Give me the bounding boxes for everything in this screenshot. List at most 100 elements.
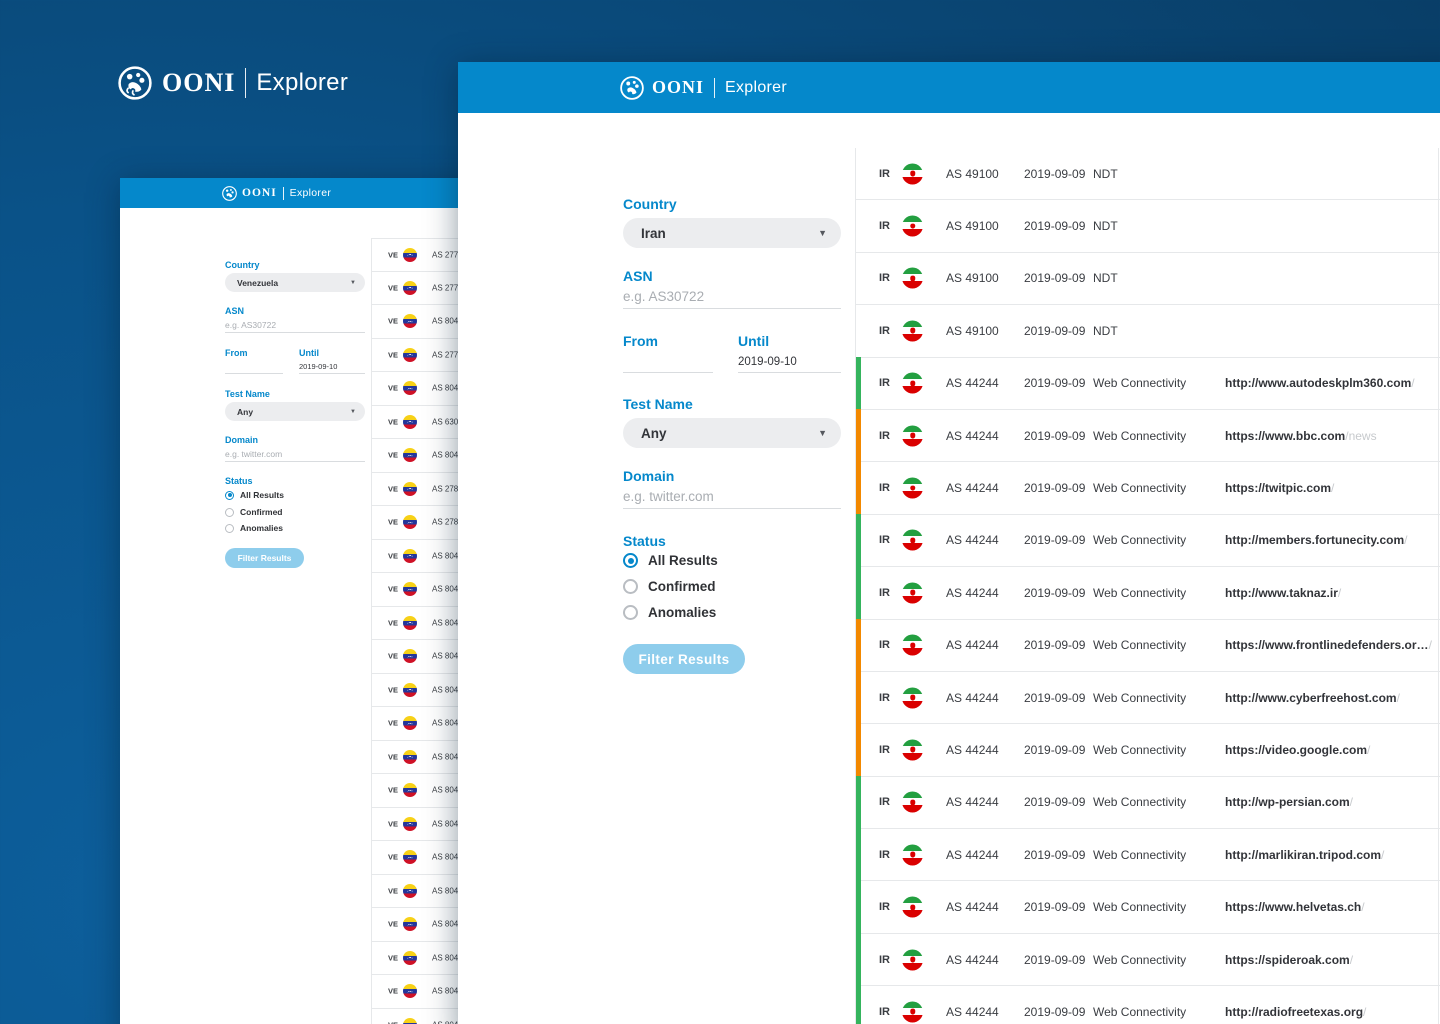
asn-value: AS 44244 [946,376,999,391]
asn-value: AS 8048 [432,986,463,996]
measurement-row[interactable]: IR AS 44244 2019-09-09 Web Connectivity … [856,775,1440,830]
url-host: https://video.google.com [1225,742,1368,757]
test-name: NDT [1093,323,1118,338]
measurement-row[interactable]: IR AS 44244 2019-09-09 Web Connectivity … [856,408,1440,463]
measurement-date: 2019-09-09 [1024,638,1086,653]
from-date-input[interactable] [623,351,713,373]
measurement-row[interactable]: IR AS 44244 2019-09-09 Web Connectivity … [856,723,1440,777]
asn-value: AS 44244 [946,900,999,915]
radio-label: Confirmed [240,507,283,517]
measurement-row[interactable]: IR AS 44244 2019-09-09 Web Connectivity … [856,618,1440,672]
status-radio-all-results[interactable]: All Results [225,489,284,501]
country-code: IR [879,324,890,337]
asn-value: AS 44244 [946,481,999,496]
chevron-down-icon: ▼ [818,228,827,238]
country-label: Country [623,196,677,212]
status-edge [856,408,861,463]
venezuela-flag-icon [403,883,417,898]
asn-value: AS 8048 [432,752,463,762]
asn-value: AS 8048 [432,886,463,896]
country-select[interactable]: Iran ▼ [623,218,841,248]
navbar-logo[interactable]: OONI Explorer [620,75,787,100]
navbar-logo[interactable]: OONI Explorer [222,185,331,201]
venezuela-flag-icon [403,783,417,798]
radio-label: Anomalies [240,523,283,533]
url-path: / [1381,847,1385,862]
measurement-row[interactable]: IR AS 44244 2019-09-09 Web Connectivity … [856,828,1440,882]
measurement-row[interactable]: IR AS 44244 2019-09-09 Web Connectivity … [856,566,1440,620]
measurement-row[interactable]: IR AS 44244 2019-09-09 Web Connectivity … [856,985,1440,1024]
asn-value: AS 8048 [432,785,463,795]
domain-input[interactable] [225,446,365,462]
asn-input[interactable] [225,317,365,333]
radio-label: Anomalies [648,605,717,620]
test-name: Web Connectivity [1093,847,1187,862]
measurement-url: http://wp-persian.com/ [1225,795,1437,809]
measurement-row[interactable]: IR AS 49100 2019-09-09 NDT [856,148,1440,201]
chevron-down-icon: ▼ [350,279,356,286]
status-edge [856,670,861,725]
measurement-row[interactable]: IR AS 44244 2019-09-09 Web Connectivity … [856,513,1440,568]
brand-divider [714,77,716,98]
status-radio-confirmed[interactable]: Confirmed [225,506,283,518]
test-name-select[interactable]: Any ▼ [225,402,365,421]
asn-label: ASN [225,306,245,316]
test-name-select[interactable]: Any ▼ [623,418,841,448]
asn-value: AS 8048 [432,819,463,829]
filter-sidebar: Country Iran ▼ ASN From Until Test Name … [623,113,841,813]
measurement-row[interactable]: IR AS 44244 2019-09-09 Web Connectivity … [856,356,1440,410]
iran-flag-icon [902,634,923,656]
status-radio-confirmed[interactable]: Confirmed [623,579,716,594]
radio-label: All Results [648,553,718,568]
measurement-row[interactable]: VE AS 8048 [372,1009,1071,1024]
asn-value: AS 8048 [432,852,463,862]
country-code: IR [879,534,890,547]
country-code: IR [879,482,890,495]
measurement-date: 2019-09-09 [1024,323,1086,338]
venezuela-flag-icon [403,1017,417,1024]
asn-value: AS 27717 [432,283,468,293]
venezuela-flag-icon [403,816,417,831]
iran-flag-icon [902,739,923,761]
venezuela-flag-icon [403,314,417,329]
results-list: IR AS 49100 2019-09-09 NDT IR AS 49100 2… [855,148,1440,1024]
from-date-input[interactable] [225,359,283,374]
asn-input[interactable] [623,285,841,309]
measurement-row[interactable]: IR AS 49100 2019-09-09 NDT [856,200,1440,253]
measurement-row[interactable]: IR AS 44244 2019-09-09 Web Connectivity … [856,932,1440,987]
measurement-row[interactable]: IR AS 49100 2019-09-09 NDT [856,305,1440,358]
radio-icon [623,553,638,568]
until-date-input[interactable] [299,359,365,374]
url-host: https://spideroak.com [1225,952,1350,967]
brand-divider [245,68,247,98]
status-edge [856,356,861,410]
ooni-explorer-logo: OONI Explorer [118,66,348,100]
measurement-row[interactable]: IR AS 49100 2019-09-09 NDT [856,253,1440,306]
status-radio-anomalies[interactable]: Anomalies [623,605,716,620]
country-code: VE [388,651,399,661]
status-radio-anomalies[interactable]: Anomalies [225,522,283,534]
country-select[interactable]: Venezuela ▼ [225,273,365,292]
domain-input[interactable] [623,485,841,509]
status-edge [856,985,861,1024]
until-date-input[interactable] [738,351,841,373]
measurement-date: 2019-09-09 [1024,952,1086,967]
measurement-row[interactable]: IR AS 44244 2019-09-09 Web Connectivity … [856,461,1440,515]
measurement-url: http://radiofreetexas.org/ [1225,1005,1437,1019]
country-code: VE [388,718,399,728]
filter-results-button[interactable]: Filter Results [623,644,745,674]
test-name: Web Connectivity [1093,690,1187,705]
asn-value: AS 8048 [432,551,463,561]
measurement-row[interactable]: IR AS 44244 2019-09-09 Web Connectivity … [856,880,1440,934]
iran-flag-icon [902,320,923,342]
country-code: IR [879,796,890,809]
status-radio-all-results[interactable]: All Results [623,553,718,568]
country-code: IR [879,639,890,652]
status-edge [856,618,861,672]
test-name: Web Connectivity [1093,638,1187,653]
url-path: / [1337,585,1342,600]
filter-results-button[interactable]: Filter Results [225,548,304,568]
country-code: VE [388,450,399,460]
measurement-row[interactable]: IR AS 44244 2019-09-09 Web Connectivity … [856,670,1440,725]
asn-value: AS 8048 [432,953,463,963]
